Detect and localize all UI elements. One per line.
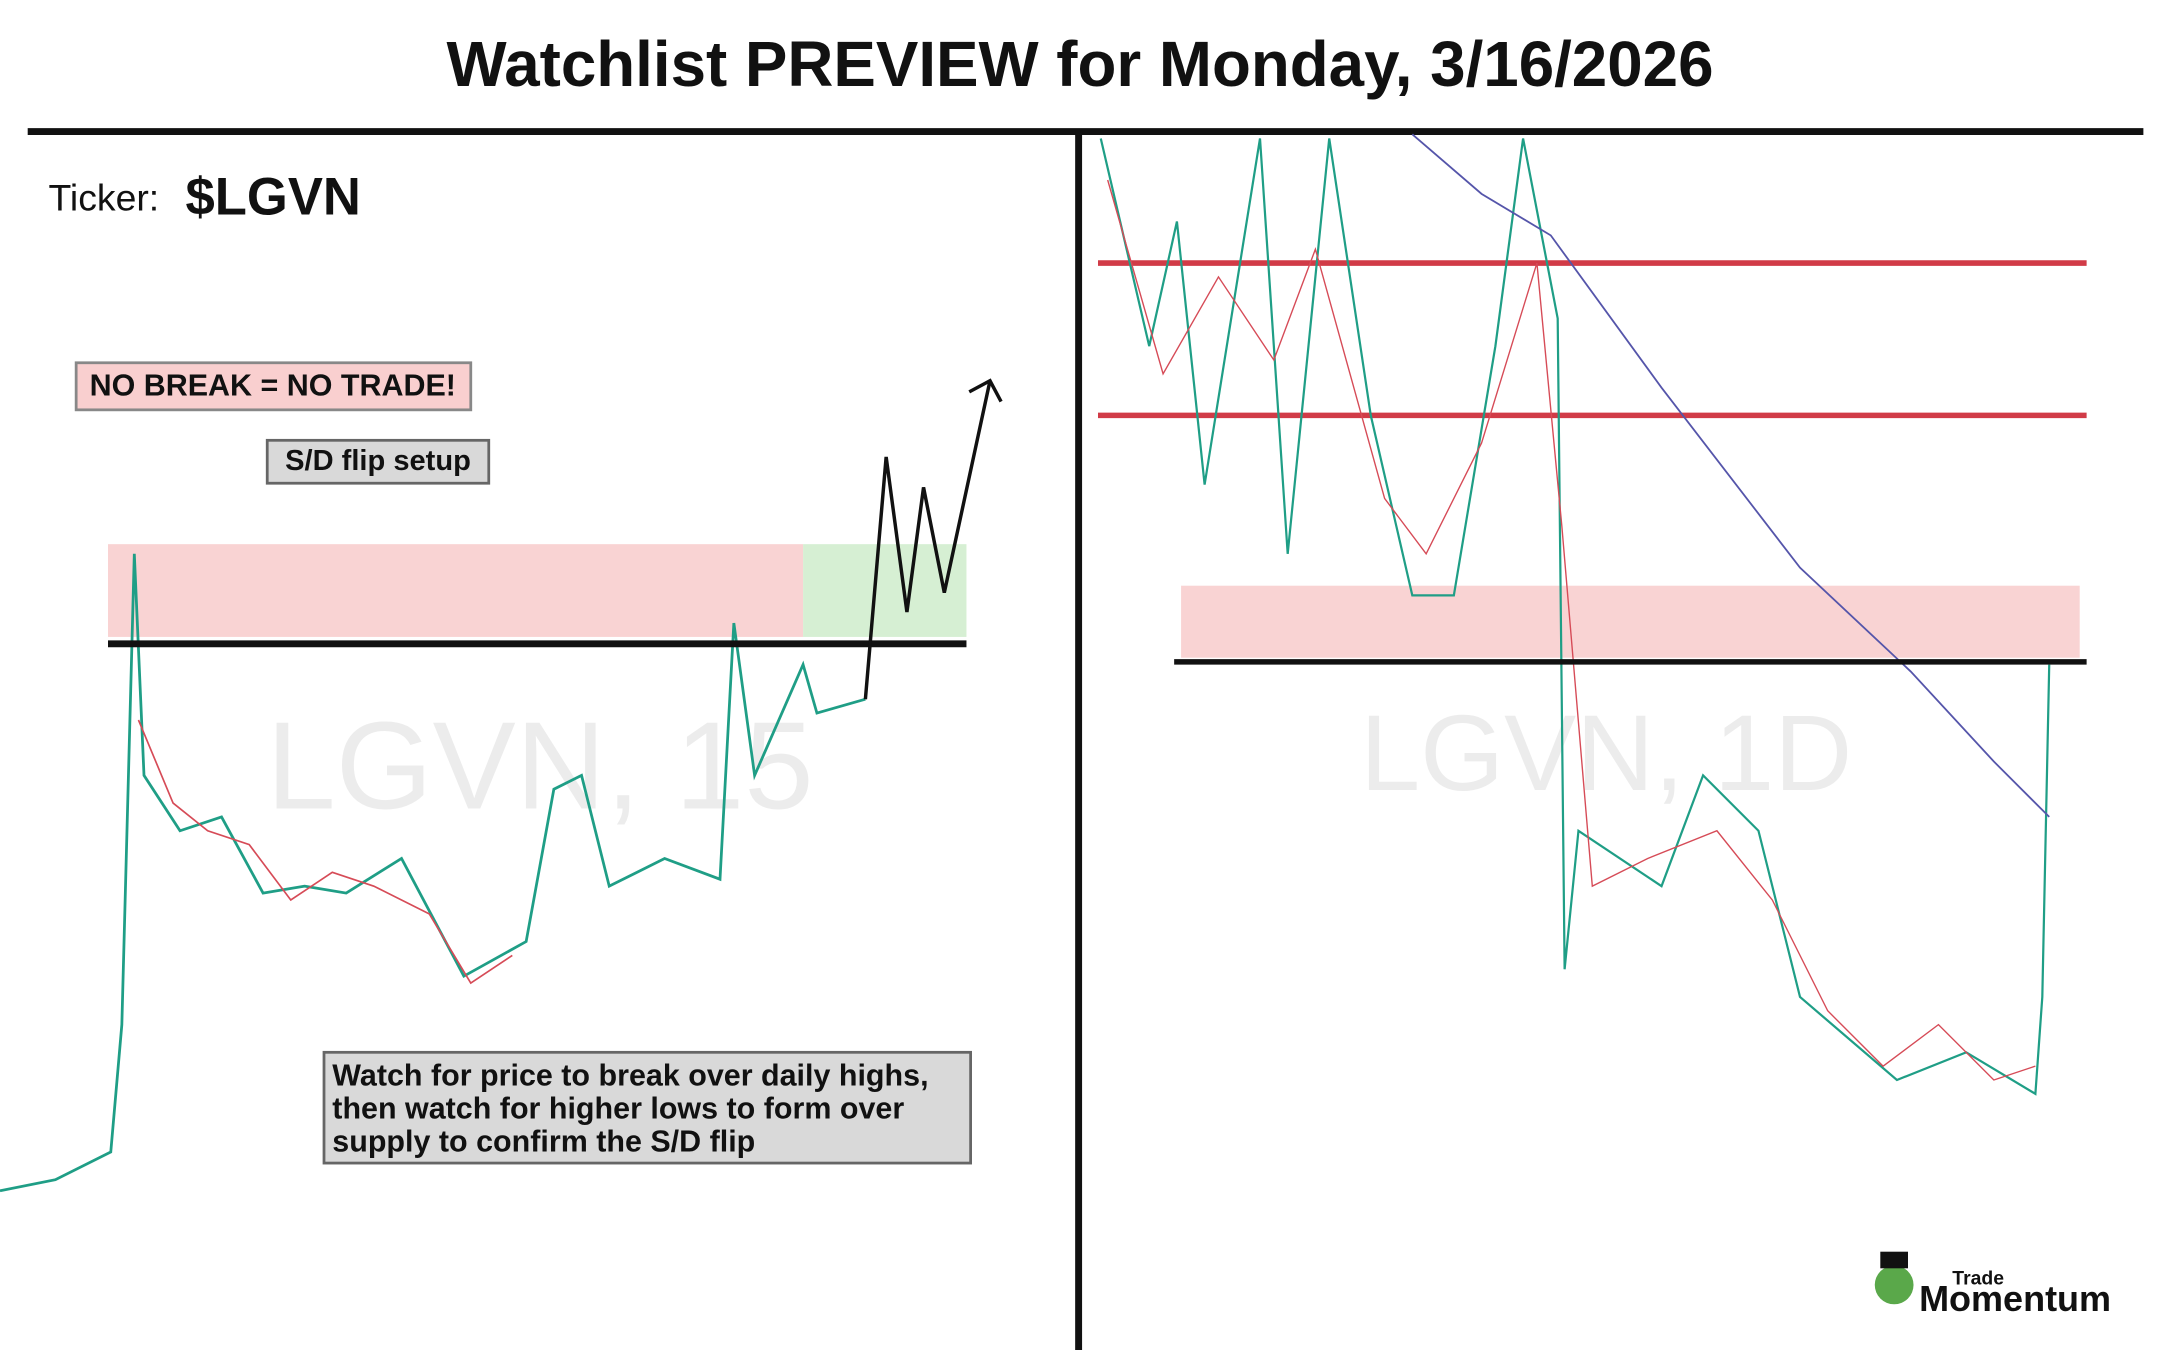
- setup-box: [265, 438, 491, 485]
- logo-bottom: Momentum: [1919, 1278, 2111, 1319]
- price-path-down: [137, 719, 513, 985]
- supply-zone: [108, 544, 804, 637]
- projection-path: [863, 380, 992, 700]
- supply-zone: [1181, 585, 2080, 658]
- price-path: [0, 553, 866, 1193]
- logo-top: Trade: [1952, 1268, 2004, 1290]
- watermark: LGVN, 1D: [1360, 692, 1852, 813]
- price-path-down: [1107, 179, 2036, 1081]
- ticker-label: Ticker:: [48, 177, 159, 219]
- logo-icon: [1874, 1265, 1914, 1305]
- watermark: LGVN, 15: [266, 696, 813, 835]
- note-line: then watch for higher lows to form over: [332, 1092, 904, 1126]
- projection-arrowhead: [968, 378, 1003, 403]
- note-box: [322, 1050, 972, 1165]
- flip-zone: [803, 544, 967, 637]
- moving-average: [1411, 133, 2050, 818]
- logo-hat: [1880, 1251, 1908, 1269]
- title: Watchlist PREVIEW for Monday, 3/16/2026: [446, 29, 1713, 100]
- warning-text: NO BREAK = NO TRADE!: [90, 369, 456, 403]
- ticker-symbol: $LGVN: [186, 168, 361, 227]
- note-line: supply to confirm the S/D flip: [332, 1125, 755, 1159]
- note-line: Watch for price to break over daily high…: [332, 1058, 928, 1092]
- setup-text: S/D flip setup: [285, 445, 471, 477]
- warning-box: [74, 361, 473, 412]
